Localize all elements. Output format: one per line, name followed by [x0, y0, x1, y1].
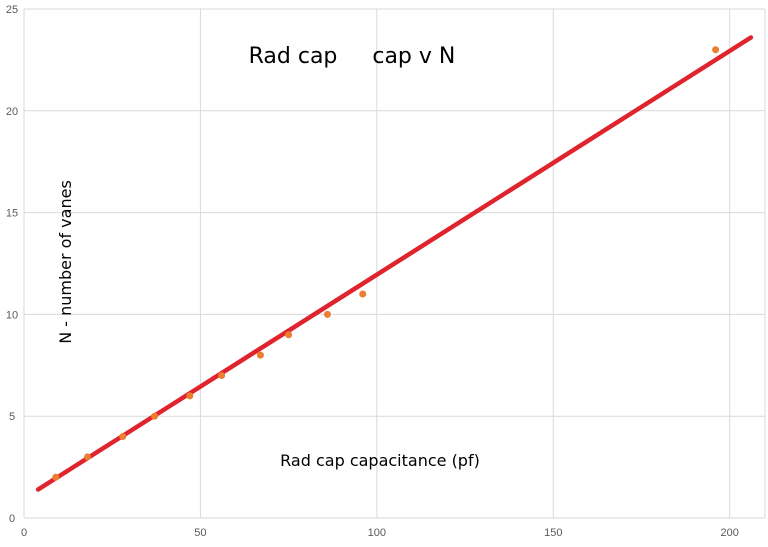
data-point-3	[151, 412, 159, 420]
data-point-5	[218, 371, 226, 379]
chart-title: Rad cap cap v N	[249, 44, 456, 69]
trendline	[35, 35, 754, 492]
data-points	[52, 46, 720, 481]
data-point-0	[52, 473, 60, 481]
data-point-1	[84, 453, 92, 461]
data-point-9	[359, 290, 367, 298]
data-point-8	[323, 310, 331, 318]
y-tick-label-2: 10	[6, 309, 18, 321]
data-point-7	[285, 331, 293, 339]
data-point-6	[256, 351, 264, 359]
data-point-2	[119, 433, 127, 441]
y-tick-label-1: 5	[9, 411, 15, 423]
horizontal-gridlines	[24, 8, 765, 519]
x-tick-label-3: 150	[544, 527, 562, 539]
y-axis-label: N - number of vanes	[56, 180, 75, 344]
vertical-gridlines	[23, 9, 766, 518]
data-point-4	[186, 392, 194, 400]
y-axis-ticks: 0 5 10 15 20 25	[6, 4, 18, 525]
y-tick-label-0: 0	[9, 513, 15, 525]
x-axis-ticks: 0 50 100 150 200	[21, 527, 739, 539]
y-tick-label-4: 20	[6, 106, 18, 118]
data-point-10	[712, 46, 720, 54]
x-tick-label-1: 50	[194, 527, 206, 539]
x-tick-label-2: 100	[368, 527, 386, 539]
y-tick-label-5: 25	[6, 4, 18, 16]
x-tick-label-0: 0	[21, 527, 27, 539]
x-tick-label-4: 200	[721, 527, 739, 539]
y-tick-label-3: 15	[6, 208, 18, 220]
x-axis-label: Rad cap capacitance (pf)	[280, 451, 480, 470]
